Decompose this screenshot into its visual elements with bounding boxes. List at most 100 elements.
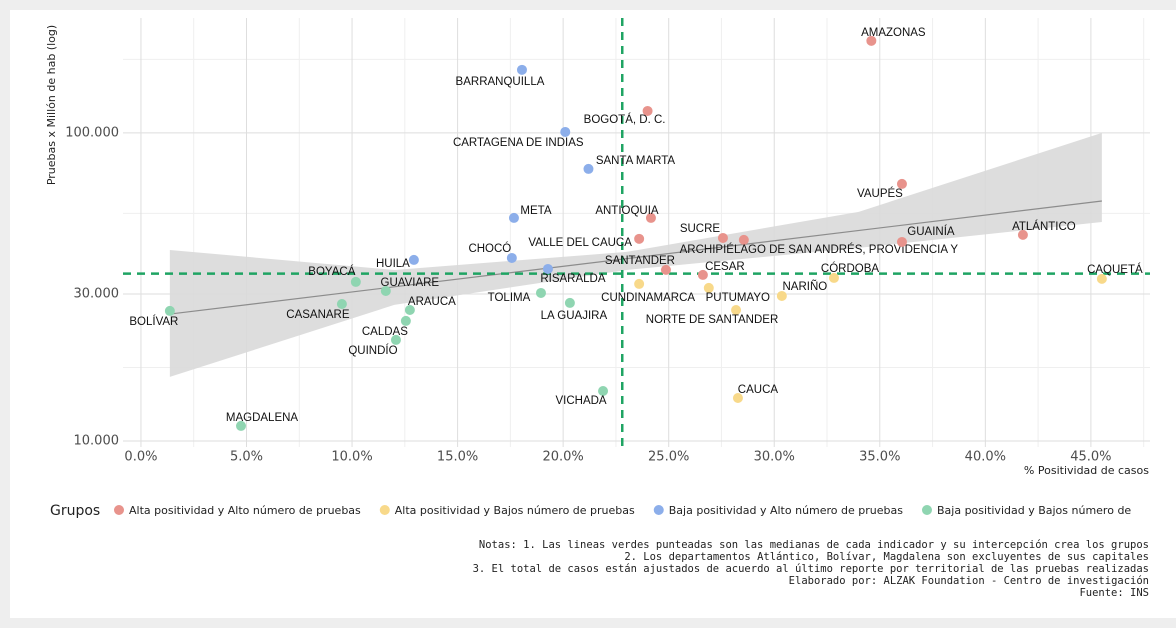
point — [703, 282, 714, 293]
point-label: NARIÑO — [782, 280, 827, 293]
legend-swatch — [379, 505, 390, 515]
x-tick-label: 0.0% — [124, 450, 157, 465]
note: 2. Los departamentos Atlántico, Bolívar,… — [624, 551, 1149, 563]
legend-label: Baja positividad y Alto número de prueba… — [669, 504, 903, 517]
legend-title: Grupos — [50, 503, 100, 519]
legend-swatch — [114, 505, 124, 515]
point — [535, 287, 546, 298]
x-tick-label: 10.0% — [331, 450, 372, 465]
point-label: SUCRE — [680, 223, 721, 235]
point — [236, 420, 247, 431]
point — [390, 334, 401, 345]
point-label: HUILA — [376, 258, 410, 270]
point — [506, 252, 517, 263]
note: Notas: 1. Las lineas verdes punteadas so… — [479, 539, 1149, 551]
point — [896, 178, 907, 189]
point — [380, 285, 391, 296]
point — [404, 304, 415, 315]
point-label: LA GUAJIRA — [541, 310, 608, 322]
point — [731, 304, 742, 315]
point — [408, 254, 419, 265]
point-label: CAUCA — [738, 384, 779, 396]
point — [738, 234, 749, 245]
point — [642, 105, 653, 116]
point-label: CHOCÓ — [468, 242, 511, 255]
point-label: CAQUETÁ — [1087, 263, 1143, 276]
point — [564, 297, 575, 308]
point — [776, 290, 787, 301]
x-tick-label: 20.0% — [542, 450, 583, 465]
x-tick-label: 35.0% — [859, 450, 900, 465]
y-tick-label: 100.000 — [65, 125, 119, 140]
confidence-band — [169, 132, 1102, 377]
point — [660, 264, 671, 275]
legend-swatch — [653, 505, 664, 515]
x-tick-label: 40.0% — [965, 450, 1006, 465]
point-label: GUAINÍA — [907, 225, 955, 238]
point-label: GUAVIARE — [381, 277, 440, 289]
x-tick-label: 30.0% — [754, 450, 795, 465]
point — [634, 278, 645, 289]
point-label: ARAUCA — [408, 296, 456, 308]
point-label: CUNDINAMARCA — [601, 292, 695, 304]
point — [516, 64, 527, 75]
trend-line — [169, 200, 1102, 315]
point-label: CARTAGENA DE INDIAS — [453, 137, 584, 149]
point — [164, 305, 175, 316]
point-label: QUINDÍO — [348, 344, 397, 357]
point — [583, 163, 594, 174]
point — [697, 269, 708, 280]
point — [828, 272, 839, 283]
point — [732, 392, 743, 403]
point-label: PUTUMAYO — [706, 292, 770, 304]
point-label: NORTE DE SANTANDER — [646, 314, 778, 326]
point — [350, 276, 361, 287]
point-label: BARRANQUILLA — [456, 76, 545, 88]
point — [598, 385, 609, 396]
note: 3. El total de casos están ajustados de … — [473, 563, 1149, 575]
point-label: RISARALDA — [540, 273, 606, 285]
point-label: ANTIOQUIA — [595, 205, 659, 217]
point-label: BOYACÁ — [308, 265, 355, 278]
point-label: VAUPÉS — [857, 187, 903, 200]
point — [896, 236, 907, 247]
x-axis-title: % Positividad de casos — [1024, 464, 1149, 477]
point — [336, 298, 347, 309]
legend-label: Alta positividad y Bajos número de prueb… — [395, 504, 635, 517]
x-tick-label: 25.0% — [648, 450, 689, 465]
point-label: ATLÁNTICO — [1012, 220, 1076, 233]
point-label: CESAR — [705, 261, 745, 273]
note: Elaborado por: ALZAK Foundation - Centro… — [789, 575, 1149, 587]
note: Fuente: INS — [1079, 587, 1149, 599]
point — [508, 212, 519, 223]
point-label: SANTA MARTA — [596, 155, 676, 167]
point-label: CALDAS — [362, 326, 408, 338]
point-label: VALLE DEL CAUCA — [528, 237, 632, 249]
point-label: AMAZONAS — [861, 27, 926, 39]
point-label: SANTANDER — [605, 255, 675, 267]
legend-label: Alta positividad y Alto número de prueba… — [129, 504, 361, 517]
x-tick-label: 5.0% — [230, 450, 263, 465]
point — [400, 315, 411, 326]
point-label: MAGDALENA — [226, 412, 299, 424]
point — [1017, 229, 1028, 240]
point — [1096, 273, 1107, 284]
point — [717, 232, 728, 243]
point — [560, 126, 571, 137]
legend-label: Baja positividad y Bajos número de — [937, 504, 1131, 517]
x-tick-label: 15.0% — [437, 450, 478, 465]
legend-swatch — [921, 505, 932, 515]
point-label: CASANARE — [286, 309, 350, 321]
y-tick-label: 30.000 — [74, 286, 120, 301]
point — [634, 233, 645, 244]
point — [866, 35, 877, 46]
point-label: CÓRDOBA — [821, 262, 879, 275]
point-label: ARCHIPIÉLAGO DE SAN ANDRÉS, PROVIDENCIA … — [680, 243, 959, 256]
point-label: BOLÍVAR — [129, 315, 178, 328]
point — [645, 212, 656, 223]
x-tick-label: 45.0% — [1070, 450, 1111, 465]
point-label: VICHADA — [555, 395, 606, 407]
point-label: TOLIMA — [488, 292, 531, 304]
point-label: BOGOTÁ, D. C. — [584, 113, 666, 126]
